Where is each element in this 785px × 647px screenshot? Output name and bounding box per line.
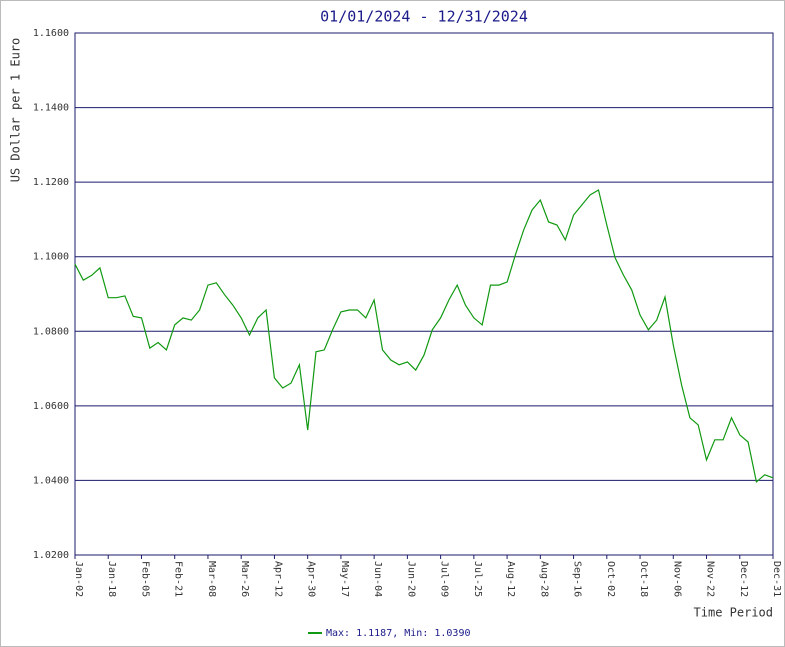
- x-tick-label: Nov-22: [705, 561, 716, 597]
- x-tick-label: Nov-06: [671, 561, 682, 597]
- y-tick-label: 1.0800: [33, 326, 69, 337]
- x-tick-label: Aug-28: [538, 561, 549, 597]
- y-tick-label: 1.1400: [33, 103, 69, 114]
- x-tick-label: Aug-12: [505, 561, 516, 597]
- x-tick-label: Sep-16: [572, 561, 583, 597]
- x-tick-label: Jan-02: [73, 561, 84, 597]
- y-axis-label: US Dollar per 1 Euro: [9, 38, 23, 183]
- x-tick-label: Jan-18: [106, 561, 117, 597]
- x-tick-label: Apr-12: [272, 561, 283, 597]
- x-tick-label: Feb-21: [173, 561, 184, 597]
- x-tick-label: Dec-12: [738, 561, 749, 597]
- legend-label: Max: 1.1187, Min: 1.0390: [326, 628, 471, 639]
- data-line: [74, 189, 774, 484]
- y-tick-label: 1.1600: [33, 28, 69, 39]
- x-tick-label: Oct-02: [605, 561, 616, 597]
- x-tick-label: Feb-05: [139, 561, 150, 597]
- x-tick-label: Jul-25: [472, 561, 483, 597]
- y-tick-label: 1.0400: [33, 475, 69, 486]
- x-tick-label: Oct-18: [638, 561, 649, 597]
- y-tick-label: 1.0200: [33, 550, 69, 561]
- y-tick-label: 1.1200: [33, 177, 69, 188]
- x-tick-label: Jun-20: [405, 561, 416, 597]
- plot-area: [74, 32, 774, 556]
- x-tick-label: Jun-04: [372, 561, 383, 597]
- x-axis-label: Time Period: [694, 606, 773, 620]
- y-tick-label: 1.0600: [33, 401, 69, 412]
- x-tick-label: Apr-30: [306, 561, 317, 597]
- x-tick-label: Mar-08: [206, 561, 217, 597]
- x-tick-label: Dec-31: [771, 561, 782, 597]
- chart-title: 01/01/2024 - 12/31/2024: [320, 8, 528, 26]
- x-tick-label: Jul-09: [439, 561, 450, 597]
- x-tick-label: May-17: [339, 561, 350, 597]
- y-tick-label: 1.1000: [33, 252, 69, 263]
- x-tick-label: Mar-26: [239, 561, 250, 597]
